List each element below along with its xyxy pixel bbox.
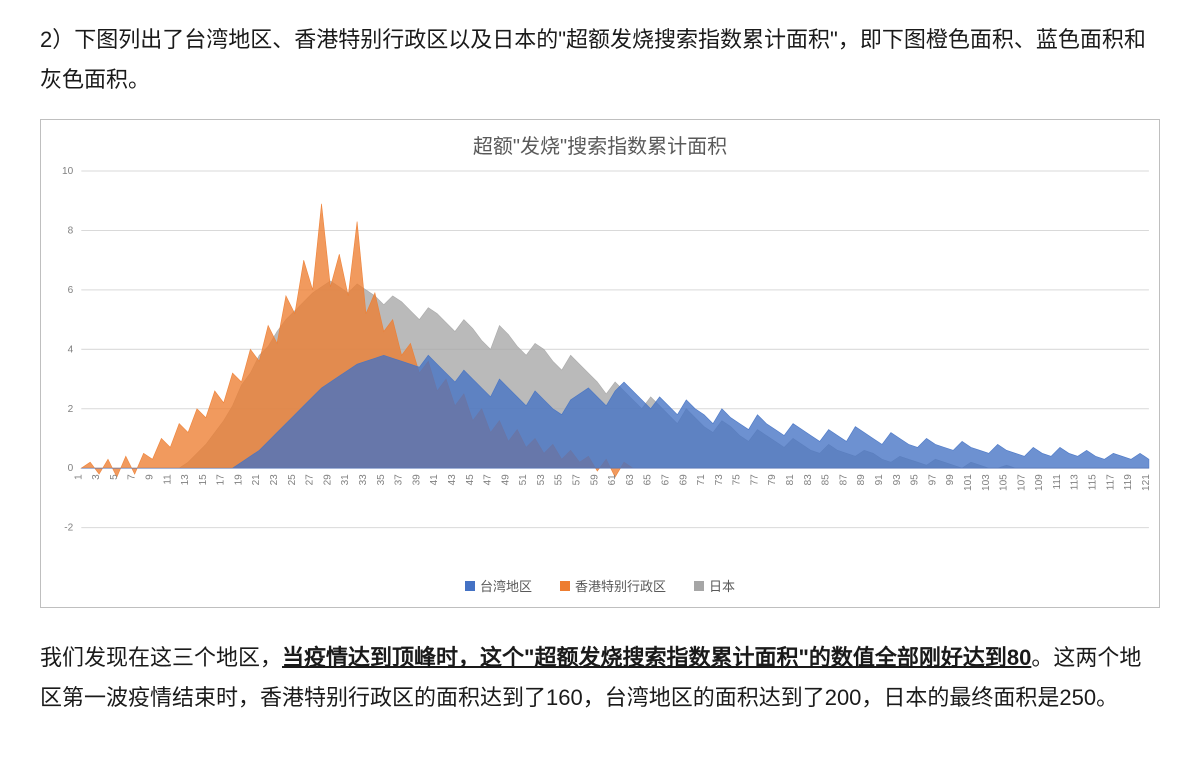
svg-text:107: 107: [1016, 474, 1027, 491]
svg-text:19: 19: [233, 474, 244, 486]
svg-text:33: 33: [358, 474, 369, 486]
svg-text:13: 13: [180, 474, 191, 486]
svg-text:39: 39: [411, 474, 422, 486]
svg-text:25: 25: [287, 474, 298, 486]
svg-text:67: 67: [660, 474, 671, 486]
svg-text:61: 61: [607, 474, 618, 486]
svg-text:69: 69: [678, 474, 689, 486]
svg-text:73: 73: [714, 474, 725, 486]
chart-legend: 台湾地区 香港特别行政区 日本: [41, 568, 1159, 607]
paragraph-1: 2）下图列出了台湾地区、香港特别行政区以及日本的"超额发烧搜索指数累计面积"，即…: [40, 20, 1160, 99]
svg-text:35: 35: [376, 474, 387, 486]
svg-text:4: 4: [68, 345, 74, 356]
svg-text:97: 97: [927, 474, 938, 486]
svg-text:9: 9: [144, 474, 155, 480]
svg-text:91: 91: [874, 474, 885, 486]
legend-swatch: [694, 581, 704, 591]
svg-text:103: 103: [981, 474, 992, 491]
svg-text:43: 43: [447, 474, 458, 486]
legend-item: 日本: [694, 576, 735, 595]
svg-text:77: 77: [749, 474, 760, 486]
legend-swatch: [560, 581, 570, 591]
svg-text:15: 15: [198, 474, 209, 486]
svg-text:8: 8: [68, 226, 74, 237]
para2-part-b-bold: 当疫情达到顶峰时，这个"超额发烧搜索指数累计面积"的数值全部刚好达到80: [282, 645, 1031, 670]
svg-text:81: 81: [785, 474, 796, 486]
svg-text:87: 87: [838, 474, 849, 486]
svg-text:111: 111: [1052, 474, 1063, 490]
svg-text:121: 121: [1141, 474, 1152, 491]
svg-text:75: 75: [732, 474, 743, 486]
svg-text:113: 113: [1070, 474, 1081, 490]
svg-text:31: 31: [340, 474, 351, 486]
svg-text:63: 63: [625, 474, 636, 486]
svg-text:71: 71: [696, 474, 707, 486]
svg-text:3: 3: [91, 474, 102, 480]
legend-swatch: [465, 581, 475, 591]
svg-text:11: 11: [162, 474, 173, 485]
svg-text:57: 57: [572, 474, 583, 486]
svg-text:49: 49: [500, 474, 511, 486]
svg-text:-2: -2: [64, 523, 73, 534]
svg-text:55: 55: [554, 474, 565, 486]
area-chart: -202468101357911131517192123252729313335…: [41, 165, 1159, 568]
chart-title: 超额"发烧"搜索指数累计面积: [41, 120, 1159, 165]
svg-text:41: 41: [429, 474, 440, 486]
svg-text:89: 89: [856, 474, 867, 486]
svg-text:0: 0: [68, 463, 74, 474]
svg-text:53: 53: [536, 474, 547, 486]
svg-text:83: 83: [803, 474, 814, 486]
paragraph-2: 我们发现在这三个地区，当疫情达到顶峰时，这个"超额发烧搜索指数累计面积"的数值全…: [40, 638, 1160, 717]
svg-text:6: 6: [68, 285, 74, 296]
svg-text:10: 10: [62, 166, 74, 177]
svg-text:7: 7: [127, 474, 138, 480]
legend-label: 日本: [709, 576, 735, 595]
legend-item: 台湾地区: [465, 576, 532, 595]
svg-text:37: 37: [394, 474, 405, 486]
svg-text:105: 105: [999, 474, 1010, 491]
svg-text:17: 17: [216, 474, 227, 486]
svg-text:93: 93: [892, 474, 903, 486]
svg-text:79: 79: [767, 474, 778, 486]
legend-label: 台湾地区: [480, 576, 532, 595]
svg-text:101: 101: [963, 474, 974, 491]
svg-text:99: 99: [945, 474, 956, 486]
svg-text:27: 27: [305, 474, 316, 486]
svg-text:85: 85: [821, 474, 832, 486]
para2-part-a: 我们发现在这三个地区，: [40, 645, 282, 670]
svg-text:95: 95: [910, 474, 921, 486]
svg-text:59: 59: [589, 474, 600, 486]
svg-text:2: 2: [68, 404, 74, 415]
svg-text:21: 21: [251, 474, 262, 486]
svg-text:51: 51: [518, 474, 529, 486]
svg-text:65: 65: [643, 474, 654, 486]
svg-text:115: 115: [1088, 474, 1099, 490]
svg-text:117: 117: [1105, 474, 1116, 490]
svg-text:23: 23: [269, 474, 280, 486]
chart-container: 超额"发烧"搜索指数累计面积 -202468101357911131517192…: [40, 119, 1160, 608]
svg-text:45: 45: [465, 474, 476, 486]
svg-text:29: 29: [322, 474, 333, 486]
svg-text:119: 119: [1123, 474, 1134, 490]
document-page: 2）下图列出了台湾地区、香港特别行政区以及日本的"超额发烧搜索指数累计面积"，即…: [0, 0, 1200, 773]
svg-text:109: 109: [1034, 474, 1045, 491]
svg-text:5: 5: [109, 474, 120, 480]
svg-text:47: 47: [483, 474, 494, 486]
legend-item: 香港特别行政区: [560, 576, 666, 595]
svg-text:1: 1: [73, 474, 84, 480]
legend-label: 香港特别行政区: [575, 576, 666, 595]
